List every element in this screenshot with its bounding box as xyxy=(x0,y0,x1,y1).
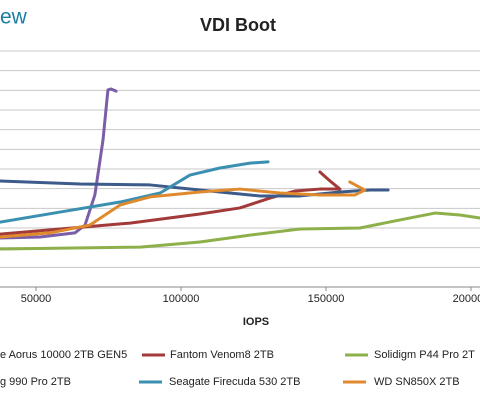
legend-label: g 990 Pro 2TB xyxy=(0,376,71,388)
legend-label: Fantom Venom8 2TB xyxy=(170,349,274,361)
x-tick-label: 100000 xyxy=(163,293,200,305)
plot-area xyxy=(0,87,480,251)
series-line xyxy=(0,180,367,239)
x-axis-label: IOPS xyxy=(243,316,269,328)
legend-label: WD SN850X 2TB xyxy=(374,376,460,388)
chart-title: VDI Boot xyxy=(200,15,276,35)
legend-label: Seagate Firecuda 530 2TB xyxy=(169,376,300,388)
series-line xyxy=(0,160,270,224)
series-line xyxy=(0,87,118,240)
series-line xyxy=(0,211,480,251)
series-line xyxy=(0,170,342,236)
x-tick-label: 200000 xyxy=(453,293,480,305)
legend-label: e Aorus 10000 2TB GEN5 xyxy=(0,349,127,361)
series-line xyxy=(0,179,390,198)
legend-label: Solidigm P44 Pro 2T xyxy=(374,349,475,361)
x-tick-label: 150000 xyxy=(308,293,345,305)
logo: ew xyxy=(0,6,28,29)
legend: e Aorus 10000 2TB GEN5 Fantom Venom8 2TB S… xyxy=(0,349,475,388)
x-tick-label: 50000 xyxy=(21,293,52,305)
